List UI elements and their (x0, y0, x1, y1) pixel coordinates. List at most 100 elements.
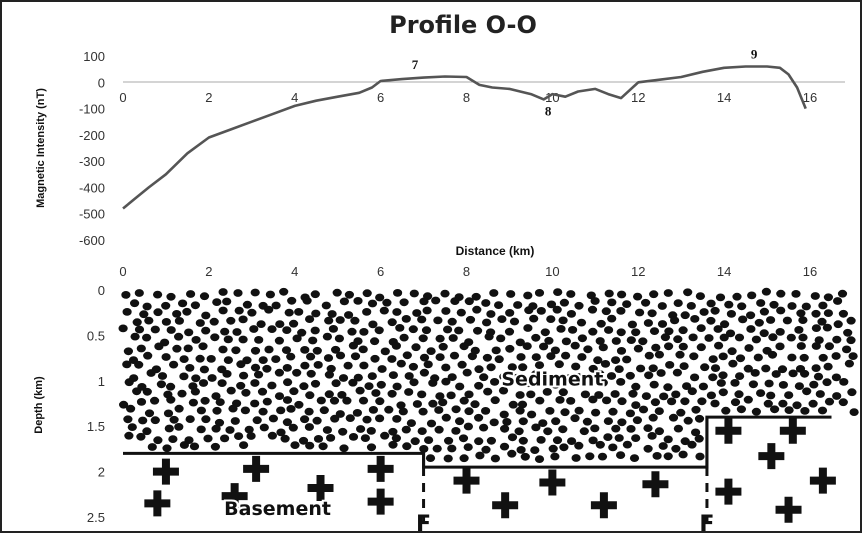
sediment-dot (769, 300, 779, 309)
sediment-dot (310, 326, 320, 335)
sediment-dot (250, 346, 261, 355)
sediment-dot (136, 344, 146, 353)
sediment-dot (222, 297, 232, 306)
sediment-dot (297, 328, 307, 337)
sediment-dot (659, 392, 669, 401)
sediment-dot (212, 298, 222, 306)
sediment-dot (843, 328, 853, 337)
sediment-dot (657, 302, 667, 310)
sediment-dot (507, 363, 517, 371)
sediment-dot (486, 363, 496, 372)
sediment-dot (697, 397, 707, 406)
sediment-dot (706, 391, 717, 400)
sediment-dot (335, 316, 345, 324)
sediment-dot (401, 425, 411, 434)
sediment-dot (824, 397, 835, 406)
sediment-dot (438, 342, 448, 351)
sediment-dot (417, 390, 427, 399)
sediment-dot (690, 373, 700, 382)
sediment-dot (550, 346, 561, 355)
sediment-dot (778, 381, 789, 389)
sediment-dot (626, 425, 636, 433)
sediment-dot (696, 343, 706, 352)
sediment-dot (319, 406, 329, 415)
sediment-dot (200, 396, 210, 405)
sediment-dot (313, 361, 323, 369)
sediment-dot (534, 455, 545, 463)
sediment-dot (231, 346, 241, 355)
sediment-dot (409, 289, 419, 298)
sediment-dot (499, 372, 509, 381)
sediment-dot (391, 434, 401, 443)
sediment-dot (472, 305, 482, 314)
sediment-dot (257, 387, 268, 396)
sediment-dot (201, 415, 211, 424)
sediment-dot (837, 289, 848, 298)
sediment-dot (342, 396, 352, 405)
x-tick-label: 4 (291, 90, 298, 105)
sediment-dot (382, 298, 392, 307)
sediment-dot (195, 354, 205, 363)
y-tick-label: -600 (79, 233, 105, 248)
sediment-dot (401, 315, 411, 323)
sediment-dot (417, 315, 427, 324)
sediment-dot (520, 452, 530, 461)
sediment-dot (694, 414, 705, 423)
sediment-dot (196, 425, 206, 434)
sediment-dot (759, 307, 770, 316)
sediment-dot (267, 431, 277, 440)
sediment-dot (463, 443, 473, 451)
sediment-dot (672, 368, 683, 377)
sediment-dot (185, 415, 195, 423)
sediment-dot (833, 320, 843, 329)
sediment-dot (404, 388, 414, 396)
sediment-dot (735, 354, 746, 363)
sediment-dot (418, 407, 428, 416)
sediment-dot (631, 328, 641, 337)
sediment-dot (362, 308, 372, 316)
sediment-dot (778, 399, 788, 408)
sediment-dot (276, 428, 286, 437)
sediment-dot (199, 292, 210, 301)
sediment-dot (776, 289, 786, 298)
sediment-dot (546, 315, 556, 323)
sediment-dot (418, 334, 428, 343)
sediment-dot (441, 413, 451, 422)
sediment-dot (751, 407, 762, 416)
sediment-dot (241, 388, 251, 397)
sediment-dot (700, 363, 710, 372)
sediment-dot (796, 342, 806, 350)
sediment-dot (675, 350, 685, 359)
sediment-dot (813, 372, 824, 381)
sediment-dot (484, 332, 494, 341)
sediment-dot (507, 449, 517, 458)
sediment-dot (595, 440, 605, 449)
sediment-dot (564, 374, 574, 383)
sediment-dot (718, 388, 728, 397)
sediment-dot (554, 360, 564, 369)
sediment-dot (367, 299, 378, 308)
sediment-dot (134, 325, 145, 334)
sediment-dot (503, 378, 513, 387)
sediment-dot (130, 299, 140, 308)
sediment-dot (833, 297, 843, 305)
sediment-dot (800, 369, 810, 378)
sediment-dot (323, 354, 334, 362)
sediment-dot (434, 406, 444, 414)
sediment-dot (250, 288, 260, 297)
sediment-dot (687, 440, 697, 449)
sediment-dot (177, 389, 187, 398)
sediment-dot (310, 379, 321, 388)
y-tick-label: 2 (98, 465, 105, 480)
sediment-dot (242, 300, 252, 309)
sediment-dot (714, 341, 724, 350)
sediment-dot (147, 443, 157, 451)
sediment-dot (399, 298, 409, 307)
sediment-dot (683, 288, 693, 297)
sediment-dot (606, 372, 617, 380)
sediment-dot (604, 326, 614, 334)
sediment-dot (435, 392, 445, 400)
sediment-dot (695, 292, 706, 300)
sediment-dot (526, 390, 536, 399)
